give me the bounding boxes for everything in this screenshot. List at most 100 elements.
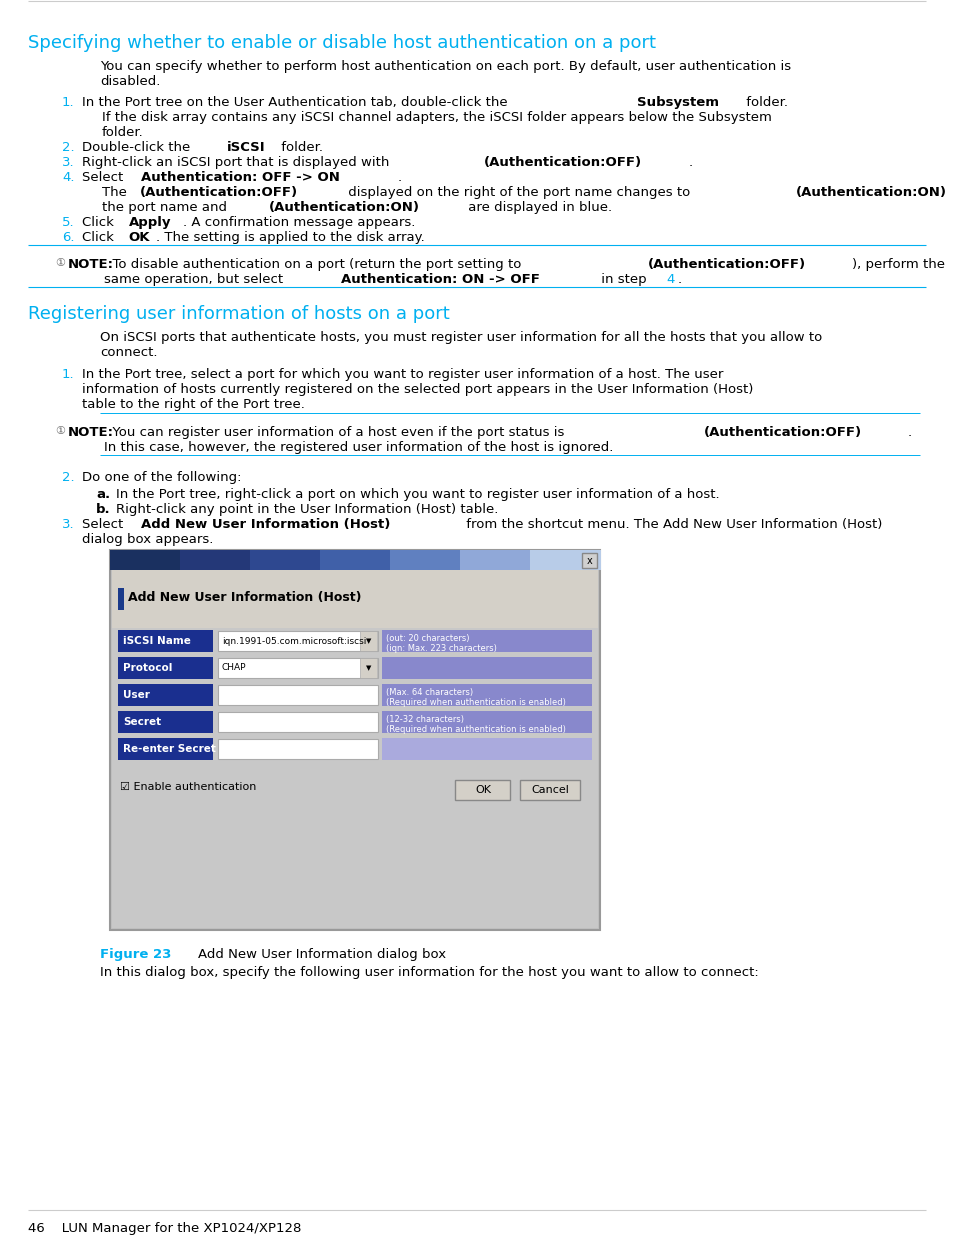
Bar [359,658,376,678]
Text: iSCSI: iSCSI [227,141,266,154]
Text: Select: Select [82,170,128,184]
Text: User: User [123,690,150,700]
Text: same operation, but select: same operation, but select [104,273,287,287]
Text: 1.: 1. [62,96,74,109]
Text: 1.: 1. [62,368,74,382]
Bar [218,713,377,732]
Text: Secret: Secret [123,718,161,727]
Text: in step: in step [597,273,650,287]
Text: In the Port tree, select a port for which you want to register user information : In the Port tree, select a port for whic… [82,368,722,382]
Text: You can register user information of a host even if the port status is: You can register user information of a h… [104,426,568,438]
Bar [180,550,251,571]
Text: .: . [677,273,681,287]
Bar [381,739,592,760]
Bar [319,550,391,571]
Text: ▼: ▼ [366,664,372,671]
Text: 2.: 2. [62,471,74,484]
Text: (Authentication:OFF): (Authentication:OFF) [139,186,297,199]
Bar [218,658,377,678]
Text: (Authentication:OFF): (Authentication:OFF) [702,426,861,438]
Text: x: x [586,556,592,566]
Bar [118,739,213,760]
Text: OK: OK [129,231,150,245]
Text: Apply: Apply [129,216,171,228]
Text: (12-32 characters): (12-32 characters) [386,715,463,724]
Text: 6.: 6. [62,231,74,245]
Bar [112,571,598,927]
Text: folder.: folder. [741,96,788,109]
Text: . The setting is applied to the disk array.: . The setting is applied to the disk arr… [156,231,425,245]
Text: (out: 20 characters): (out: 20 characters) [386,634,469,643]
Text: (Required when authentication is enabled): (Required when authentication is enabled… [386,725,565,734]
Bar [390,550,460,571]
Text: The: The [102,186,131,199]
Text: ①: ① [55,258,65,268]
Text: (Required when authentication is enabled): (Required when authentication is enabled… [386,698,565,706]
Text: the port name and: the port name and [102,201,231,214]
Bar [118,711,213,734]
Text: Do one of the following:: Do one of the following: [82,471,241,484]
Bar [459,550,531,571]
Text: In this case, however, the registered user information of the host is ignored.: In this case, however, the registered us… [104,441,613,454]
Text: .: . [687,156,692,169]
Text: NOTE:: NOTE: [68,258,113,270]
Text: b.: b. [96,503,111,516]
Text: Authentication: OFF -> ON: Authentication: OFF -> ON [140,170,339,184]
Text: 46    LUN Manager for the XP1024/XP128: 46 LUN Manager for the XP1024/XP128 [28,1221,301,1235]
Text: a.: a. [96,488,110,501]
Bar [110,550,599,930]
Text: In this dialog box, specify the following user information for the host you want: In this dialog box, specify the followin… [100,966,758,979]
Bar [118,630,213,652]
Text: Protocol: Protocol [123,663,172,673]
Text: table to the right of the Port tree.: table to the right of the Port tree. [82,398,305,411]
Bar [359,631,376,651]
Text: In the Port tree on the User Authentication tab, double-click the: In the Port tree on the User Authenticat… [82,96,512,109]
Text: .: . [906,426,911,438]
Text: Add New User Information dialog box: Add New User Information dialog box [198,948,446,961]
Text: ▼: ▼ [366,638,372,643]
Text: (Authentication:OFF): (Authentication:OFF) [647,258,805,270]
Bar [455,781,510,800]
Text: connect.: connect. [100,346,157,359]
Text: You can specify whether to perform host authentication on each port. By default,: You can specify whether to perform host … [100,61,790,73]
Text: 2.: 2. [62,141,74,154]
Text: Double-click the: Double-click the [82,141,194,154]
Bar [381,684,592,706]
Text: . A confirmation message appears.: . A confirmation message appears. [183,216,416,228]
Text: Add New User Information (Host): Add New User Information (Host) [128,592,361,604]
Text: (Authentication:ON): (Authentication:ON) [795,186,946,199]
Bar [218,631,377,651]
Text: 4: 4 [666,273,675,287]
Text: displayed on the right of the port name changes to: displayed on the right of the port name … [343,186,694,199]
Bar [110,550,181,571]
Bar [530,550,600,571]
Bar [112,629,598,927]
Bar [581,553,597,568]
Text: 3.: 3. [62,517,74,531]
Text: Add New User Information (Host): Add New User Information (Host) [140,517,390,531]
Text: 5.: 5. [62,216,74,228]
Text: folder.: folder. [102,126,144,140]
Text: Select: Select [82,517,128,531]
Text: Click: Click [82,216,118,228]
Text: Click: Click [82,231,118,245]
Text: Figure 23: Figure 23 [100,948,175,961]
Bar [118,588,124,610]
Text: iqn.1991-05.com.microsoft:iscsi: iqn.1991-05.com.microsoft:iscsi [222,636,366,646]
Text: information of hosts currently registered on the selected port appears in the Us: information of hosts currently registere… [82,383,753,396]
Text: (Authentication:OFF): (Authentication:OFF) [483,156,641,169]
Text: ), perform the: ), perform the [851,258,944,270]
Bar [381,711,592,734]
Text: ☑ Enable authentication: ☑ Enable authentication [120,782,256,792]
Text: If the disk array contains any iSCSI channel adapters, the iSCSI folder appears : If the disk array contains any iSCSI cha… [102,111,771,124]
Text: NOTE:: NOTE: [68,426,113,438]
Bar [250,550,320,571]
Text: are displayed in blue.: are displayed in blue. [463,201,611,214]
Text: Subsystem: Subsystem [636,96,718,109]
Text: CHAP: CHAP [222,663,246,673]
Text: Right-click an iSCSI port that is displayed with: Right-click an iSCSI port that is displa… [82,156,394,169]
Text: On iSCSI ports that authenticate hosts, you must register user information for a: On iSCSI ports that authenticate hosts, … [100,331,821,345]
Text: disabled.: disabled. [100,75,160,88]
Text: Re-enter Secret: Re-enter Secret [123,743,215,755]
Bar [519,781,579,800]
